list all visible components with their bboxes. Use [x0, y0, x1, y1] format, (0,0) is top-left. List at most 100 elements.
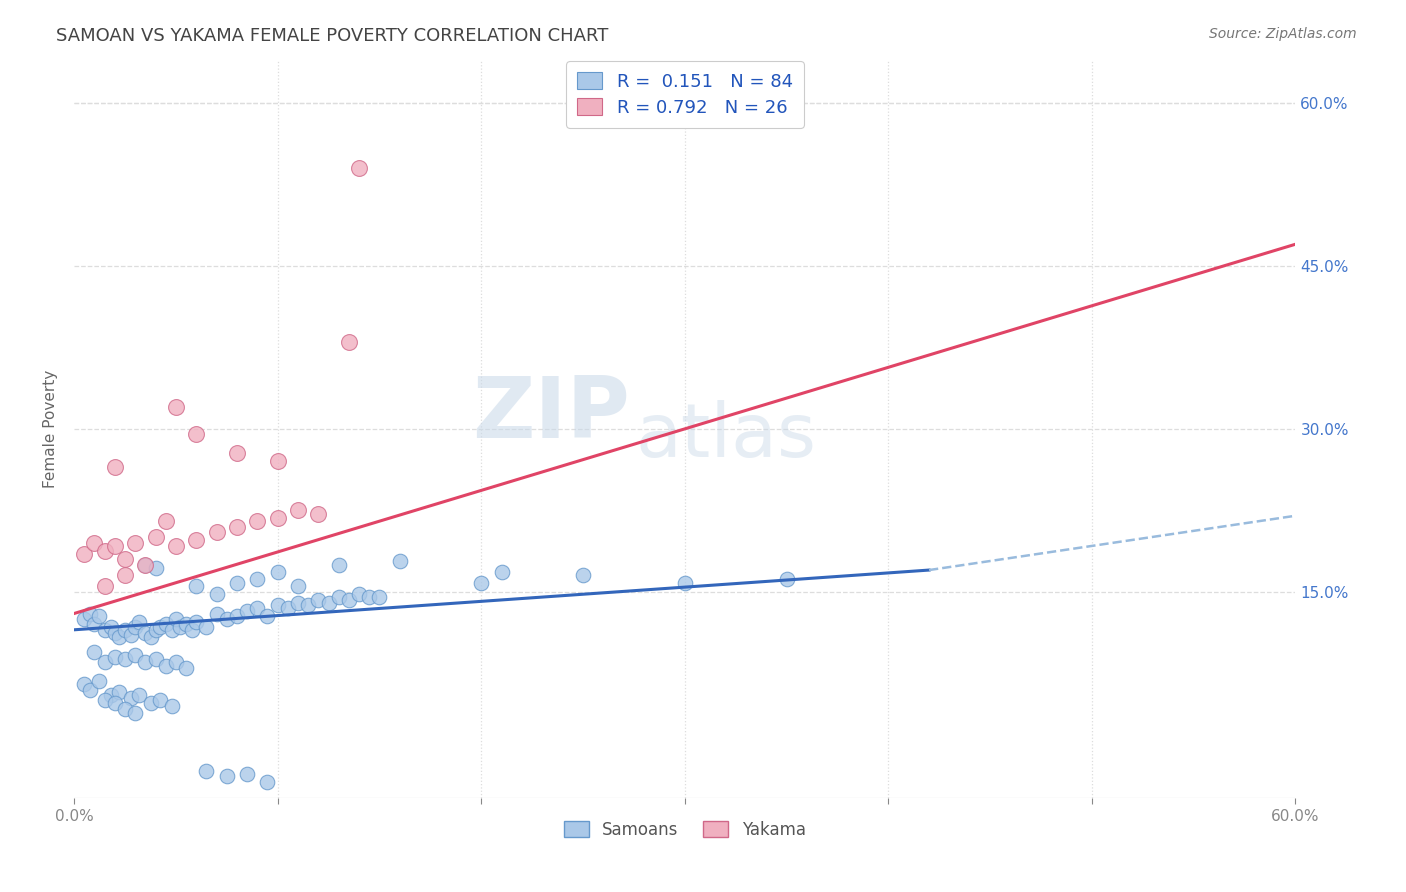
- Point: [134, 558, 156, 572]
- Point: [186, 427, 208, 442]
- Point: [114, 652, 136, 666]
- Point: [134, 626, 156, 640]
- Point: [347, 161, 370, 176]
- Point: [388, 554, 411, 568]
- Point: [287, 596, 309, 610]
- Y-axis label: Female Poverty: Female Poverty: [44, 370, 58, 488]
- Point: [165, 539, 187, 553]
- Point: [328, 591, 350, 605]
- Point: [120, 628, 142, 642]
- Point: [83, 644, 105, 658]
- Point: [149, 619, 172, 633]
- Point: [145, 652, 167, 666]
- Point: [108, 631, 131, 645]
- Point: [277, 601, 299, 615]
- Point: [73, 677, 96, 691]
- Point: [226, 519, 249, 533]
- Point: [93, 656, 115, 670]
- Point: [93, 693, 115, 707]
- Point: [246, 601, 269, 615]
- Point: [470, 576, 492, 591]
- Point: [165, 612, 187, 626]
- Text: atlas: atlas: [636, 400, 817, 473]
- Point: [205, 607, 228, 621]
- Point: [114, 623, 136, 637]
- Point: [169, 619, 191, 633]
- Point: [124, 536, 146, 550]
- Point: [141, 631, 163, 645]
- Point: [73, 612, 96, 626]
- Point: [297, 598, 319, 612]
- Point: [337, 593, 360, 607]
- Point: [141, 696, 163, 710]
- Point: [174, 617, 197, 632]
- Point: [160, 698, 183, 713]
- Point: [73, 547, 96, 561]
- Point: [165, 400, 187, 414]
- Text: ZIP: ZIP: [472, 373, 630, 456]
- Point: [79, 682, 101, 697]
- Point: [256, 775, 278, 789]
- Point: [236, 767, 259, 781]
- Point: [246, 572, 269, 586]
- Point: [266, 511, 288, 525]
- Point: [114, 552, 136, 566]
- Point: [572, 568, 595, 582]
- Point: [155, 658, 177, 673]
- Point: [491, 566, 513, 580]
- Point: [87, 608, 110, 623]
- Point: [128, 688, 150, 702]
- Point: [307, 507, 329, 521]
- Point: [368, 591, 391, 605]
- Point: [124, 619, 146, 633]
- Point: [307, 593, 329, 607]
- Point: [104, 649, 127, 664]
- Point: [128, 615, 150, 630]
- Point: [104, 626, 127, 640]
- Point: [83, 617, 105, 632]
- Point: [120, 691, 142, 706]
- Point: [134, 558, 156, 572]
- Point: [145, 561, 167, 575]
- Point: [359, 591, 381, 605]
- Point: [236, 604, 259, 618]
- Point: [114, 568, 136, 582]
- Point: [195, 619, 218, 633]
- Point: [149, 693, 172, 707]
- Point: [266, 454, 288, 468]
- Point: [83, 536, 105, 550]
- Point: [186, 615, 208, 630]
- Point: [186, 533, 208, 547]
- Point: [328, 558, 350, 572]
- Point: [155, 617, 177, 632]
- Text: Source: ZipAtlas.com: Source: ZipAtlas.com: [1209, 27, 1357, 41]
- Point: [287, 503, 309, 517]
- Point: [673, 576, 696, 591]
- Point: [93, 579, 115, 593]
- Point: [104, 459, 127, 474]
- Point: [337, 334, 360, 349]
- Point: [79, 607, 101, 621]
- Point: [108, 684, 131, 698]
- Point: [215, 769, 238, 783]
- Point: [287, 579, 309, 593]
- Legend: Samoans, Yakama: Samoans, Yakama: [557, 814, 813, 846]
- Point: [266, 566, 288, 580]
- Point: [266, 598, 288, 612]
- Point: [181, 623, 204, 637]
- Point: [100, 688, 122, 702]
- Point: [174, 661, 197, 675]
- Text: SAMOAN VS YAKAMA FEMALE POVERTY CORRELATION CHART: SAMOAN VS YAKAMA FEMALE POVERTY CORRELAT…: [56, 27, 609, 45]
- Point: [165, 656, 187, 670]
- Point: [226, 608, 249, 623]
- Point: [205, 524, 228, 539]
- Point: [160, 623, 183, 637]
- Point: [155, 514, 177, 528]
- Point: [100, 619, 122, 633]
- Point: [246, 514, 269, 528]
- Point: [104, 696, 127, 710]
- Point: [775, 572, 797, 586]
- Point: [145, 623, 167, 637]
- Point: [124, 648, 146, 662]
- Point: [93, 623, 115, 637]
